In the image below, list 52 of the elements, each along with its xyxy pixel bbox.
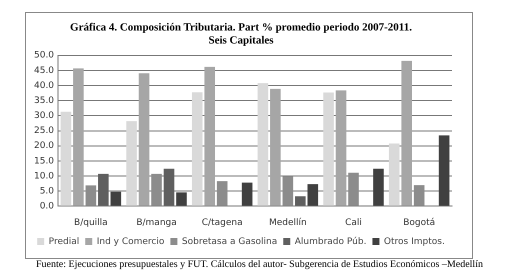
bar (323, 92, 334, 206)
x-tick-label: Cali (345, 218, 362, 228)
x-tick-label: Bogotá (403, 216, 436, 228)
bar (164, 168, 174, 206)
bar (438, 135, 450, 206)
y-tick-label: 45.0 (34, 66, 54, 76)
y-tick-label: 30.0 (34, 111, 54, 122)
y-tick-label: 10.0 (34, 171, 54, 182)
bar (126, 121, 137, 206)
bar (73, 68, 84, 206)
y-tick-label: 5.0 (40, 186, 54, 196)
bar (176, 192, 187, 206)
bar (138, 73, 150, 206)
bar (258, 83, 268, 206)
x-tick-label: B/manga (136, 218, 177, 228)
x-tick-label: C/tagena (202, 218, 243, 228)
x-tick-label: Medellín (268, 216, 307, 228)
x-tick-label: B/quilla (74, 218, 108, 228)
bar (242, 182, 252, 206)
bar (282, 176, 294, 206)
bar (86, 185, 96, 206)
bar (336, 90, 346, 206)
bar (98, 174, 109, 206)
y-tick-label: 50.0 (34, 50, 54, 61)
bar (308, 184, 318, 206)
bar (151, 174, 162, 206)
bar (270, 88, 281, 206)
y-tick-label: 20.0 (34, 141, 54, 152)
y-tick-label: 35.0 (34, 96, 54, 106)
bar (192, 92, 203, 206)
bar (348, 172, 359, 206)
bar (60, 112, 72, 206)
bar (216, 181, 228, 206)
bar (110, 192, 122, 206)
y-tick-label: 0.0 (40, 202, 54, 212)
bar (204, 66, 216, 206)
legend-label: Alumbrado Púb. (294, 236, 366, 247)
bar (373, 168, 384, 206)
bar (414, 185, 424, 206)
bar (388, 143, 400, 206)
text: Seis Capitales (208, 34, 274, 47)
y-tick-label: 25.0 (34, 126, 54, 136)
text: Gráfica 4. Composición Tributaria. Part % promedio periodo 2007-2011. (70, 21, 412, 34)
legend-label: Ind y Comercio (96, 236, 165, 247)
bar (295, 196, 306, 206)
legend-label: Predial (48, 236, 80, 247)
y-tick-label: 15.0 (34, 156, 54, 166)
legend-label: Sobretasa a Gasolina (182, 236, 278, 247)
source-note: Fuente: Ejecuciones presupuestales y FUT. Cálculos del autor- Subgerencia de Estudios Económicos –Medellín (34, 259, 484, 270)
bar (401, 60, 412, 206)
legend-label: Otros Imptos. (384, 236, 445, 247)
y-tick-label: 40.0 (34, 80, 54, 91)
